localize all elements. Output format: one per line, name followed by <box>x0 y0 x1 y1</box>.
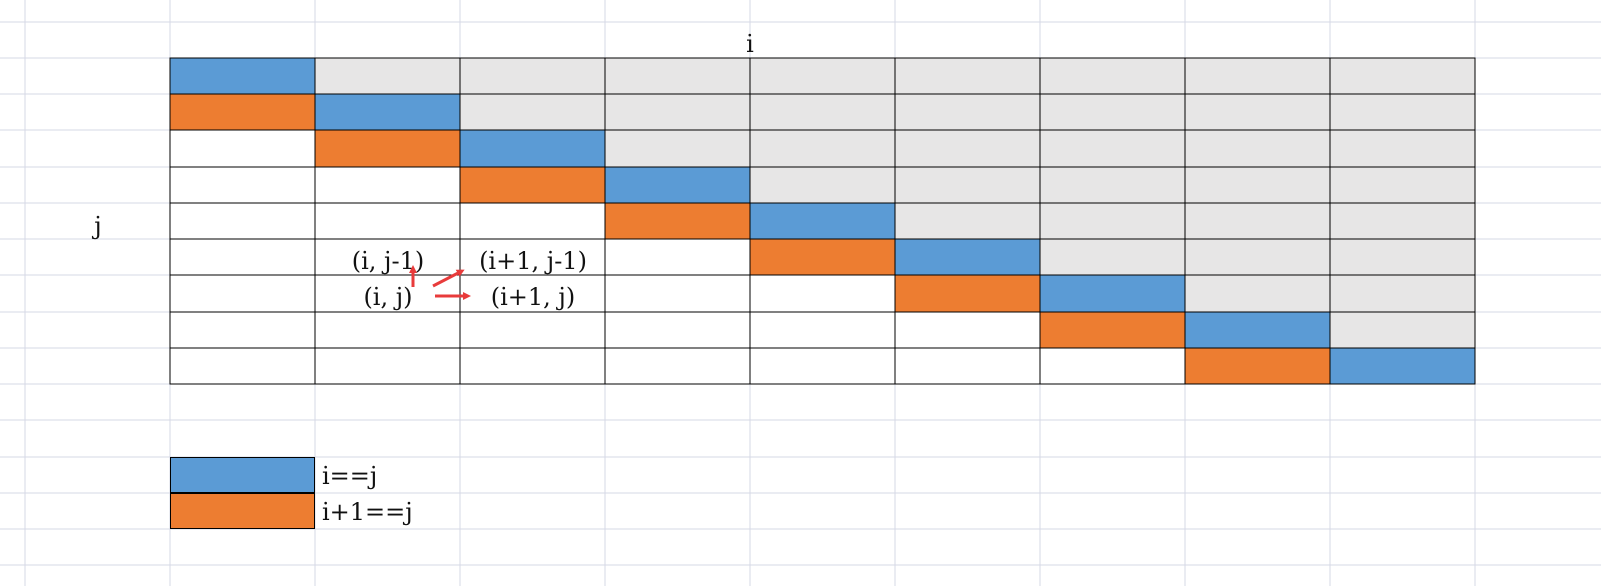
matrix-cell <box>749 274 896 313</box>
matrix-cell <box>1184 57 1331 95</box>
matrix-cell <box>749 166 896 204</box>
matrix-cell <box>604 274 751 313</box>
matrix-cell <box>604 311 751 349</box>
matrix-cell <box>1329 311 1476 349</box>
matrix-cell <box>1039 57 1186 95</box>
legend-swatch-subdiagonal <box>170 493 315 529</box>
matrix-cell <box>1329 202 1476 240</box>
matrix-cell <box>1329 274 1476 313</box>
matrix-cell <box>459 311 606 349</box>
matrix-cell <box>1039 166 1186 204</box>
legend-swatch-diagonal <box>170 457 315 493</box>
matrix-cell <box>314 238 461 276</box>
matrix-cell <box>894 57 1041 95</box>
matrix-cell <box>459 93 606 131</box>
matrix-cell <box>459 57 606 95</box>
matrix-cell <box>604 129 751 168</box>
matrix-cell <box>459 202 606 240</box>
matrix-cell <box>169 238 316 276</box>
matrix-cell <box>459 347 606 385</box>
annotation-i-j: (i, j) <box>363 283 413 311</box>
matrix-cell <box>749 93 896 131</box>
matrix-cell <box>169 93 316 131</box>
matrix-cell <box>604 202 751 240</box>
matrix-cell <box>1184 93 1331 131</box>
matrix-cell <box>1184 202 1331 240</box>
matrix-cell <box>169 57 316 95</box>
annotation-iplus1-j: (i+1, j) <box>490 283 576 311</box>
matrix-cell <box>604 238 751 276</box>
matrix-cell <box>894 347 1041 385</box>
matrix-cell <box>749 202 896 240</box>
matrix-cell <box>1329 166 1476 204</box>
matrix-cell <box>604 93 751 131</box>
matrix-cell <box>894 93 1041 131</box>
axis-label-j: j <box>94 212 102 240</box>
matrix-cell <box>1039 129 1186 168</box>
matrix-cell <box>314 129 461 168</box>
matrix-cell <box>169 129 316 168</box>
annotation-i-jminus1: (i, j-1) <box>351 247 425 275</box>
matrix-cell <box>604 57 751 95</box>
matrix-cell <box>169 274 316 313</box>
matrix-cell <box>1184 347 1331 385</box>
matrix-cell <box>459 129 606 168</box>
matrix-cell <box>749 57 896 95</box>
matrix-cell <box>1184 238 1331 276</box>
matrix-cell <box>1039 311 1186 349</box>
matrix-cell <box>1184 166 1331 204</box>
matrix-cell <box>169 347 316 385</box>
matrix-cell <box>1329 238 1476 276</box>
matrix-cell <box>459 274 606 313</box>
matrix-cell <box>749 129 896 168</box>
matrix-cell <box>1184 274 1331 313</box>
matrix-cell <box>749 311 896 349</box>
matrix-cell <box>894 202 1041 240</box>
matrix-cell <box>604 166 751 204</box>
matrix-cell <box>1329 129 1476 168</box>
matrix-cell <box>894 274 1041 313</box>
legend-label-diagonal: i==j <box>322 462 378 490</box>
matrix-cell <box>169 166 316 204</box>
matrix-cell <box>314 166 461 204</box>
matrix-cell <box>894 238 1041 276</box>
matrix-cell <box>314 347 461 385</box>
matrix-cell <box>459 238 606 276</box>
matrix-cell <box>1039 202 1186 240</box>
matrix-cell <box>1329 347 1476 385</box>
matrix-cell <box>314 311 461 349</box>
matrix-cell <box>894 129 1041 168</box>
matrix-cell <box>604 347 751 385</box>
matrix-cell <box>749 238 896 276</box>
matrix-cell <box>894 311 1041 349</box>
matrix-cell <box>314 57 461 95</box>
matrix-cell <box>314 202 461 240</box>
matrix-cell <box>1039 93 1186 131</box>
matrix-cell <box>894 166 1041 204</box>
matrix-cell <box>1329 57 1476 95</box>
matrix-cell <box>1039 238 1186 276</box>
matrix-cell <box>169 202 316 240</box>
matrix-cell <box>1039 274 1186 313</box>
matrix-cell <box>169 311 316 349</box>
matrix-cell <box>1184 311 1331 349</box>
matrix-cell <box>459 166 606 204</box>
annotation-iplus1-jminus1: (i+1, j-1) <box>479 247 587 275</box>
matrix-cell <box>1184 129 1331 168</box>
axis-label-i: i <box>746 30 754 58</box>
matrix-cell <box>1329 93 1476 131</box>
matrix-cell <box>1039 347 1186 385</box>
matrix-cell <box>749 347 896 385</box>
matrix-cell <box>314 93 461 131</box>
legend-label-subdiagonal: i+1==j <box>322 498 413 526</box>
